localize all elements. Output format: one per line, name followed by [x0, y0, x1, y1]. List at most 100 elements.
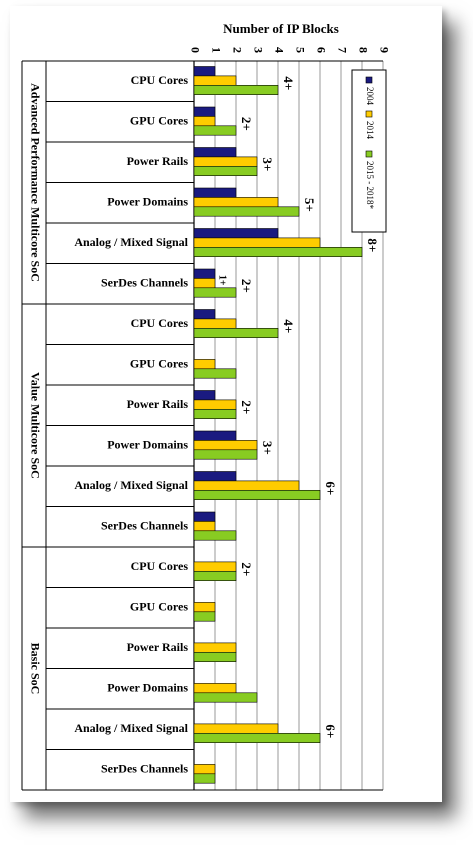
- data-label: 3+: [260, 441, 275, 455]
- category-label: CPU Cores: [131, 73, 189, 87]
- x-tick-label: 5: [293, 47, 307, 53]
- category-label: SerDes Channels: [101, 276, 188, 290]
- x-tick-label: 9: [377, 47, 391, 53]
- category-label: GPU Cores: [130, 114, 188, 128]
- bar: [193, 430, 237, 441]
- bar: [193, 228, 279, 239]
- legend-label: 2015 - 2018*: [365, 161, 375, 209]
- chart-card: Number of IP Blocks 0 1 2 3 4 5 6 7 8 9 Advanced P…: [10, 6, 442, 802]
- bar: [193, 764, 216, 775]
- x-tick-label: 0: [188, 47, 202, 53]
- legend-label: 2014: [365, 121, 375, 140]
- bar: [193, 327, 279, 338]
- data-label: 2+: [239, 279, 254, 293]
- legend-label: 2004: [365, 87, 375, 106]
- data-label: 3+: [260, 157, 275, 171]
- legend-swatch: [365, 76, 373, 84]
- legend-swatch: [365, 150, 373, 158]
- bar: [193, 602, 216, 613]
- x-tick-label: 7: [335, 47, 349, 53]
- category-label: CPU Cores: [131, 559, 189, 573]
- bar: [193, 390, 216, 401]
- legend-swatch: [365, 110, 373, 118]
- group-label: Advanced Performance Multicore SoC: [28, 83, 42, 282]
- x-tick-label: 4: [272, 47, 286, 53]
- bar: [193, 773, 216, 784]
- bar: [193, 530, 237, 541]
- bar: [193, 66, 216, 77]
- bar: [193, 85, 279, 96]
- category-label: CPU Cores: [131, 316, 189, 330]
- bar: [193, 399, 237, 410]
- category-label: Analog / Mixed Signal: [74, 721, 188, 735]
- bar: [193, 511, 216, 522]
- bar: [193, 116, 216, 127]
- bar: [193, 309, 216, 320]
- category-label: Analog / Mixed Signal: [74, 478, 188, 492]
- bar: [193, 408, 237, 419]
- bar: [193, 489, 321, 500]
- data-label: 6+: [323, 481, 338, 495]
- data-label: 2+: [239, 562, 254, 576]
- category-label: GPU Cores: [130, 600, 188, 614]
- bar: [193, 268, 216, 279]
- data-label: 8+: [365, 238, 380, 252]
- bar: [193, 106, 216, 117]
- group-label: Basic SoC: [28, 643, 42, 695]
- data-label: 4+: [281, 319, 296, 333]
- bar: [193, 237, 321, 248]
- bar: [193, 570, 237, 581]
- bar: [193, 247, 363, 258]
- data-label: 1+: [217, 275, 228, 286]
- x-tick-label: 6: [314, 47, 328, 53]
- category-label: Power Domains: [107, 681, 188, 695]
- bar: [193, 692, 258, 703]
- category-label: GPU Cores: [130, 357, 188, 371]
- category-label: Analog / Mixed Signal: [74, 235, 188, 249]
- bar: [193, 561, 237, 572]
- bar: [193, 732, 321, 743]
- bar: [193, 359, 216, 370]
- bar: [193, 318, 237, 329]
- x-tick-label: 1: [209, 47, 223, 53]
- x-axis-title: Number of IP Blocks: [223, 21, 339, 36]
- data-label: 5+: [302, 198, 317, 212]
- legend: 2004 2014 2015 - 2018*: [351, 69, 387, 233]
- bar: [193, 480, 300, 491]
- bar: [193, 642, 237, 653]
- category-label: Power Domains: [107, 438, 188, 452]
- bar: [193, 197, 279, 208]
- x-tick-label: 2: [230, 47, 244, 53]
- bar: [193, 651, 237, 662]
- bar: [193, 278, 216, 289]
- bar: [193, 206, 300, 217]
- category-label: Power Domains: [107, 195, 188, 209]
- x-tick-label: 3: [251, 47, 265, 53]
- bar: [193, 287, 237, 298]
- data-label: 6+: [323, 724, 338, 738]
- bar: [193, 147, 237, 158]
- category-label: Power Rails: [127, 640, 189, 654]
- bar: [193, 156, 258, 167]
- data-label: 2+: [239, 400, 254, 414]
- category-label: Power Rails: [127, 397, 189, 411]
- bar: [193, 440, 258, 451]
- data-label: 4+: [281, 76, 296, 90]
- bar: [193, 723, 279, 734]
- category-label: Power Rails: [127, 154, 189, 168]
- bar: [193, 187, 237, 198]
- x-tick-label: 8: [356, 47, 370, 53]
- bar: [193, 166, 258, 177]
- bar: [193, 471, 237, 482]
- data-label: 2+: [239, 117, 254, 131]
- group-label: Value Multicore SoC: [28, 372, 42, 479]
- category-label: SerDes Channels: [101, 762, 188, 776]
- bar-chart: Number of IP Blocks 0 1 2 3 4 5 6 7 8 9 Advanced P…: [21, 21, 391, 791]
- bar: [193, 683, 237, 694]
- bar: [193, 611, 216, 622]
- bar: [193, 125, 237, 136]
- bar: [193, 449, 258, 460]
- bar: [193, 75, 237, 86]
- category-label: SerDes Channels: [101, 519, 188, 533]
- plot-area: 0 1 2 3 4 5 6 7 8 9 Advanced Performance Multicore…: [21, 47, 391, 791]
